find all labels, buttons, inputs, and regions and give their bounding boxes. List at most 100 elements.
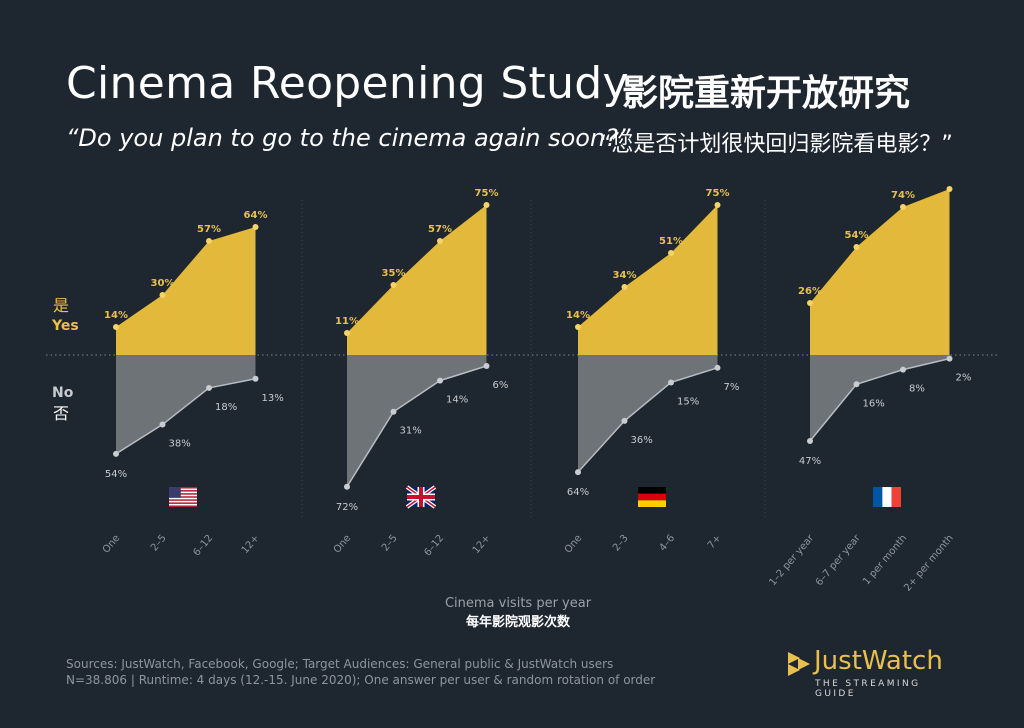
- x-tick-label: 4–6: [657, 533, 677, 554]
- uk-flag: [405, 485, 437, 509]
- no-label: 54%: [105, 469, 127, 480]
- fr-stripe: [873, 487, 883, 507]
- us-stripe: [169, 487, 197, 489]
- x-tick-label: 2–3: [611, 533, 631, 554]
- yes-point: [206, 238, 212, 244]
- fr-flag: [873, 487, 901, 507]
- brand-tagline: THE STREAMING GUIDE: [815, 679, 921, 699]
- no-point: [668, 379, 674, 386]
- us-stripe: [169, 502, 197, 504]
- yes-label: 11%: [335, 316, 359, 327]
- no-area: [810, 355, 950, 442]
- no-point: [344, 483, 350, 490]
- justwatch-logo: JustWatch THE STREAMING GUIDE: [786, 646, 966, 699]
- no-point: [437, 377, 443, 384]
- yes-point: [344, 330, 350, 336]
- us-stripe: [169, 505, 197, 507]
- no-label: 13%: [262, 393, 284, 404]
- x-tick-label: 6–12: [191, 533, 215, 559]
- fr-stripe: [882, 487, 892, 507]
- legend-yes-zh: 是: [53, 296, 69, 315]
- yes-label: 74%: [891, 190, 915, 201]
- yes-area: [578, 205, 718, 355]
- no-line: [809, 357, 950, 442]
- yes-label: 75%: [475, 188, 499, 199]
- yes-label: 14%: [566, 310, 590, 321]
- yes-point: [853, 244, 860, 250]
- no-label: 15%: [677, 396, 699, 407]
- x-tick-label: One: [101, 533, 123, 556]
- no-line: [115, 378, 256, 455]
- yes-area: [347, 205, 487, 355]
- no-label: 18%: [215, 402, 237, 413]
- no-label: 6%: [493, 380, 509, 391]
- yes-area: [810, 189, 950, 355]
- yes-point: [113, 324, 119, 330]
- no-label: 31%: [400, 426, 422, 437]
- us-flag: [169, 487, 197, 507]
- yes-area: [116, 227, 256, 355]
- yes-label: 57%: [197, 224, 221, 235]
- survey-question: “Do you plan to go to the cinema again s…: [66, 124, 631, 152]
- de-stripe: [638, 500, 666, 507]
- no-area: [347, 355, 487, 487]
- no-label: 16%: [863, 398, 885, 409]
- yes-point: [252, 224, 259, 230]
- uk-cross-red: [407, 495, 435, 499]
- no-label: 7%: [724, 382, 740, 393]
- x-tick-label: 12+: [471, 533, 493, 556]
- x-axis-label-chinese: 每年影院观影次数: [466, 614, 571, 630]
- fr-stripe: [891, 487, 901, 507]
- yes-point: [668, 250, 674, 256]
- yes-point: [575, 324, 581, 330]
- x-tick-label: 12+: [240, 533, 262, 556]
- de-flag: [638, 487, 666, 507]
- yes-label: 51%: [659, 236, 683, 247]
- no-point: [807, 438, 813, 445]
- no-label: 36%: [631, 435, 653, 446]
- us-canton: [169, 487, 181, 498]
- play-triangles-icon: [788, 652, 810, 676]
- us-stripe: [169, 493, 197, 495]
- x-tick-label: 1 per month: [861, 533, 909, 587]
- legend-no-zh: 否: [53, 404, 69, 423]
- us-stripe: [169, 496, 197, 498]
- yes-point: [483, 202, 490, 208]
- no-line: [346, 365, 487, 488]
- de-stripe: [638, 493, 666, 501]
- no-label: 14%: [446, 395, 468, 406]
- survey-question-chinese: “您是否计划很快回归影院看电影？”: [600, 132, 953, 157]
- panel-us: 14% 54% One 30% 38% 2–5 57% 18% 6–12 64% 13% 12+: [101, 210, 284, 558]
- x-tick-label: One: [332, 533, 354, 556]
- legend-no-en: No: [52, 385, 74, 401]
- no-point: [206, 384, 212, 391]
- no-point: [853, 381, 860, 388]
- yes-point: [946, 186, 953, 192]
- legend-yes-en: Yes: [51, 318, 79, 334]
- x-tick-label: 1–2 per year: [767, 532, 816, 588]
- page-title-chinese: 影院重新开放研究: [622, 73, 911, 114]
- yes-point: [807, 300, 813, 306]
- no-label: 72%: [336, 502, 358, 513]
- no-point: [159, 421, 166, 428]
- x-tick-label: 6–12: [422, 533, 446, 559]
- no-area: [116, 355, 256, 454]
- no-label: 38%: [169, 439, 191, 450]
- page-title: Cinema Reopening Study: [66, 58, 629, 109]
- no-point: [575, 469, 581, 476]
- panel-uk: 11% 72% One 35% 31% 2–5 57% 14% 6–12 75% 6% 12+: [332, 188, 509, 558]
- yes-label: 35%: [382, 268, 406, 279]
- x-tick-label: 2–5: [149, 533, 169, 554]
- no-area: [578, 355, 718, 473]
- chart: 是 Yes No 否 14% 54% One 30% 38% 2–5 57% 18% 6–12 6…: [46, 186, 1000, 630]
- de-stripe: [638, 487, 666, 494]
- x-tick-label: 6–7 per year: [814, 532, 863, 588]
- yes-point: [714, 202, 721, 208]
- footer-line-1: Sources: JustWatch, Facebook, Google; Ta…: [66, 657, 614, 671]
- no-label: 8%: [909, 384, 925, 395]
- no-point: [900, 366, 906, 373]
- x-axis-label: Cinema visits per year: [445, 596, 592, 611]
- x-tick-label: 2–5: [380, 533, 400, 554]
- yes-label: 34%: [613, 270, 637, 281]
- yes-point: [437, 238, 443, 244]
